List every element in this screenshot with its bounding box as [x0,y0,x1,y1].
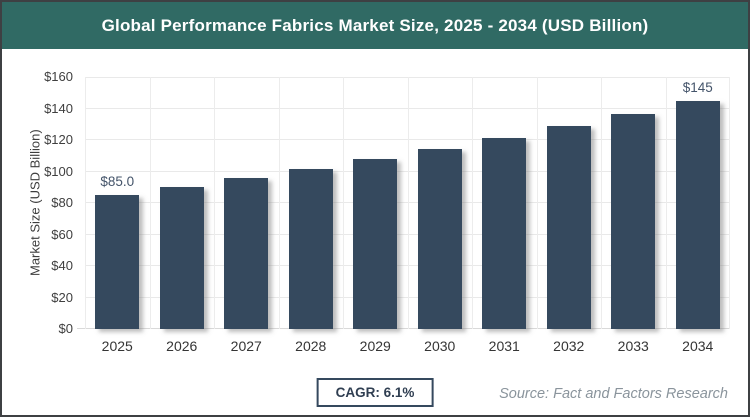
gridline [343,77,344,329]
gridline [407,77,409,329]
bar-2032 [546,126,591,329]
bar-2033 [611,114,656,329]
bar-2029 [353,159,398,329]
source-attribution: Source: Fact and Factors Research [499,386,728,402]
gridline [665,77,667,329]
x-axis-label-2028: 2028 [295,338,327,354]
bar-2026 [159,186,204,329]
chart-title-bar: Global Performance Fabrics Market Size, … [2,2,748,49]
gridline [85,77,86,329]
x-axis-label-2026: 2026 [166,338,198,354]
x-axis-label-2029: 2029 [359,338,391,354]
x-axis-label-2034: 2034 [682,338,714,354]
bar-2030 [417,148,462,329]
bar-2034 [675,100,720,329]
chart-title: Global Performance Fabrics Market Size, … [101,15,649,35]
gridline [601,77,602,329]
y-axis-tick-label: $40 [51,258,73,273]
y-axis-tick-label: $80 [51,195,73,210]
x-axis-label-2033: 2033 [617,338,649,354]
gridline [77,328,730,329]
y-axis-tick-label: $160 [44,69,73,84]
y-axis-tick-label: $60 [51,226,73,242]
y-axis-tick-label: $140 [44,100,73,116]
x-axis-label-2032: 2032 [553,338,585,354]
x-axis-label-2030: 2030 [424,338,456,354]
plot-area: $85.0 2025 2026 2027 2028 2029 2030 2031 2032 203… [77,77,730,354]
y-axis-tick-label: $0 [58,321,73,336]
data-label-2034: $145 [682,79,713,95]
data-label-2025: $85.0 [100,174,135,190]
gridline [214,77,215,329]
x-axis-label-2027: 2027 [230,338,262,354]
bar-2031 [482,137,527,329]
gridline [472,77,473,329]
x-axis-label-2025: 2025 [101,338,133,354]
gridline [729,77,730,329]
gridline [149,77,151,329]
bar-2028 [288,169,333,329]
bar-2027 [224,178,269,329]
cagr-badge: CAGR: 6.1% [316,378,434,407]
x-axis-label-2031: 2031 [488,338,520,354]
y-axis-tick-label: $100 [44,163,73,179]
y-axis-tick-labels: $0 $20 $40 $60 $80 $100 $120 $140 $160 [2,69,79,336]
gridline [278,77,280,329]
y-axis-tick-label: $120 [44,132,73,147]
gridline [536,77,538,329]
bar-2025 [95,195,140,329]
y-axis-tick-label: $20 [51,289,73,305]
